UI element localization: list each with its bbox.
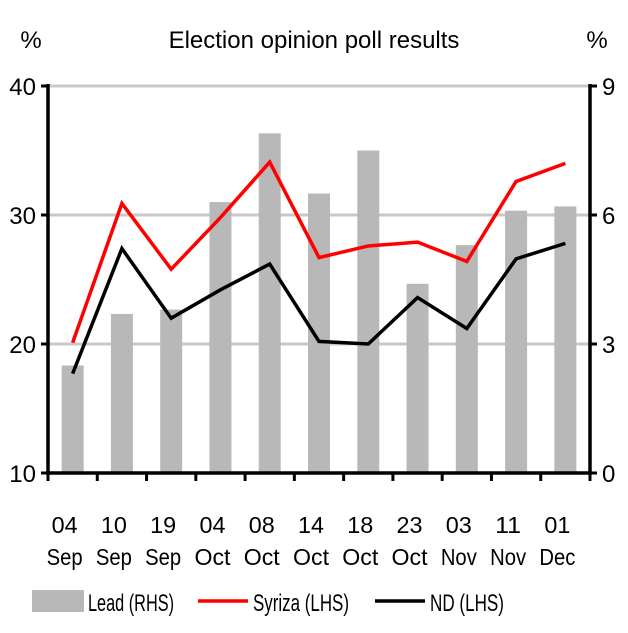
- x-tick-label-month: Nov: [441, 544, 477, 570]
- x-tick-label-month: Oct: [194, 544, 231, 570]
- bar-lead: [110, 313, 133, 473]
- right-axis-tick-label: 0: [602, 461, 615, 488]
- right-axis-tick-label: 9: [602, 74, 615, 101]
- line-nd: [71, 241, 566, 375]
- x-tick-label-day: 04: [52, 512, 78, 538]
- right-axis-tick-label: 3: [602, 332, 615, 359]
- bar-lead: [554, 206, 577, 473]
- x-tick-label-month: Sep: [47, 544, 83, 570]
- left-axis-unit: %: [20, 27, 41, 54]
- x-tick-label-month: Oct: [392, 544, 429, 570]
- bar-lead: [308, 193, 330, 473]
- x-tick-label-day: 08: [249, 512, 275, 538]
- x-tick-label-day: 01: [544, 512, 570, 538]
- x-tick-label-month: Oct: [342, 544, 379, 570]
- legend-swatch-lead: [32, 590, 84, 612]
- bar-lead: [209, 202, 232, 473]
- x-tick-label-day: 03: [446, 512, 472, 538]
- x-tick-label-month: Nov: [490, 544, 526, 570]
- x-tick-label-month: Oct: [293, 544, 330, 570]
- bar-lead: [61, 365, 84, 473]
- legend-label-syriza: Syriza (LHS): [253, 590, 349, 617]
- left-axis-tick-label: 10: [9, 461, 36, 488]
- chart-title: Election opinion poll results: [169, 27, 460, 54]
- bar-lead: [455, 245, 478, 473]
- x-tick-label-day: 14: [298, 512, 324, 538]
- x-tick-label-day: 18: [347, 512, 373, 538]
- left-axis-tick-label: 40: [9, 74, 36, 101]
- left-axis-tick-label: 20: [9, 332, 36, 359]
- x-tick-label-day: 11: [495, 512, 521, 538]
- right-axis-tick-label: 6: [602, 203, 615, 230]
- line-syriza: [70, 159, 566, 344]
- legend-label-lead: Lead (RHS): [88, 590, 174, 617]
- left-axis-tick-label: 30: [9, 203, 36, 230]
- x-tick-label-month: Oct: [244, 544, 281, 570]
- x-tick-label-month: Sep: [96, 544, 132, 570]
- x-tick-label-month: Sep: [145, 544, 181, 570]
- right-axis-unit: %: [586, 27, 607, 54]
- bar-lead: [357, 150, 380, 473]
- x-tick-label-day: 19: [150, 512, 176, 538]
- x-tick-label-day: 10: [101, 512, 127, 538]
- x-tick-label-day: 23: [397, 512, 423, 538]
- bar-lead: [505, 210, 528, 473]
- bar-lead: [406, 283, 429, 473]
- legend-label-nd: ND (LHS): [430, 590, 504, 617]
- x-tick-label-month: Dec: [539, 544, 575, 570]
- bar-lead: [160, 309, 183, 473]
- x-tick-label-day: 04: [199, 512, 225, 538]
- bar-lead: [258, 133, 281, 474]
